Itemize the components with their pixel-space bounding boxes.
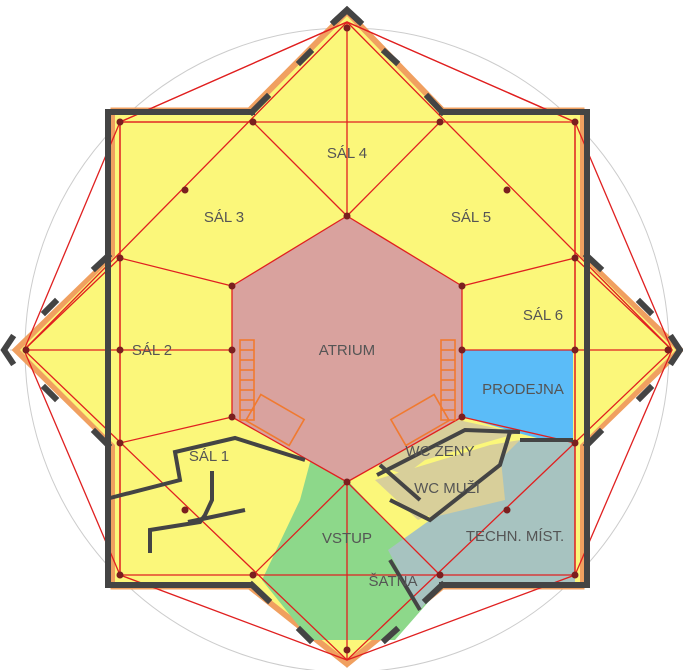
grid-nodes [22,24,672,654]
wc-muzi-area-2 [408,450,505,518]
interior-walls [109,427,573,612]
room-label-sal4: SÁL 4 [327,145,367,162]
room-label-wc-muzi: WC MUŽI [414,480,480,497]
room-label-prodejna: PRODEJNA [482,381,564,398]
room-label-sal6: SÁL 6 [523,307,563,324]
room-label-sal3: SÁL 3 [204,209,244,226]
room-label-techn: TECHN. MÍST. [466,528,564,545]
room-labels: SÁL 4 SÁL 3 SÁL 5 SÁL 6 SÁL 2 ATRIUM PRO… [132,145,564,590]
atrium-area [232,216,462,482]
prodejna-area [463,350,573,440]
outer-wall-segments [0,5,683,645]
room-label-sal2: SÁL 2 [132,342,172,359]
room-label-sal5: SÁL 5 [451,209,491,226]
room-label-satna: ŠATNA [369,573,418,590]
room-label-vstup: VSTUP [322,530,372,547]
room-label-sal1: SÁL 1 [189,448,229,465]
techn-area [388,440,575,610]
wc-zeny-area [378,420,518,475]
stairs-left [239,339,306,447]
stairs-right [389,339,456,447]
room-label-wc-zeny: WC ŽENY [405,443,474,460]
vstup-area [262,455,445,640]
room-label-atrium: ATRIUM [319,342,375,359]
